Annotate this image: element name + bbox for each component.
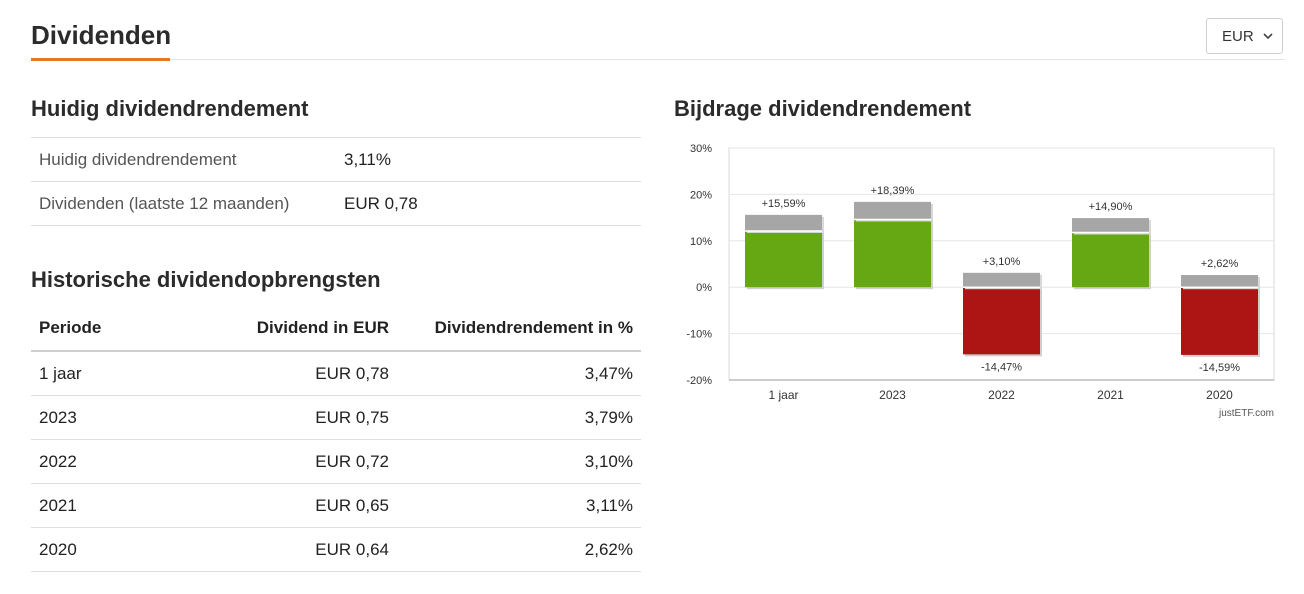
- period-cell: 2022: [31, 439, 197, 484]
- table-row: 2022 EUR 0,72 3,10%: [31, 439, 641, 484]
- period-cell: 2023: [31, 395, 197, 440]
- dividend-cell: EUR 0,78: [197, 351, 397, 396]
- bar-base: [963, 287, 1040, 355]
- header-divider: [31, 59, 1285, 60]
- data-label-top: +18,39%: [871, 185, 915, 197]
- yield-cell: 3,10%: [397, 439, 641, 484]
- bar-dividend: [963, 272, 1040, 288]
- table-header-row: Periode Dividend in EUR Dividendrendemen…: [31, 306, 641, 352]
- table-row: 1 jaar EUR 0,78 3,47%: [31, 351, 641, 396]
- data-label-top: +15,59%: [762, 198, 806, 210]
- column-header-period: Periode: [31, 306, 197, 352]
- bar-dividend: [745, 214, 822, 231]
- currency-select[interactable]: EUR: [1206, 18, 1283, 54]
- history-table: Periode Dividend in EUR Dividendrendemen…: [31, 306, 641, 572]
- header: Dividenden EUR: [0, 0, 1304, 62]
- yield-cell: 3,47%: [397, 351, 641, 396]
- dividend-cell: EUR 0,65: [197, 483, 397, 528]
- yield-cell: 3,11%: [397, 483, 641, 528]
- table-row: 2021 EUR 0,65 3,11%: [31, 483, 641, 528]
- chevron-down-icon: [1263, 33, 1273, 40]
- current-yield-table: Huidig dividendrendement 3,11% Dividende…: [31, 137, 641, 226]
- dividend-contribution-chart: 30% 20% 10% 0% -10% -20% +15,59% 1 jaar +18,39% 2…: [686, 143, 1275, 419]
- y-tick-label: -10%: [686, 329, 712, 341]
- bar-base: [745, 230, 822, 288]
- period-cell: 2020: [31, 527, 197, 572]
- current-yield-value: 3,11%: [344, 150, 391, 169]
- dividends-12m-value: EUR 0,78: [344, 194, 418, 213]
- bar-dividend: [1072, 218, 1149, 233]
- current-yield-row: Huidig dividendrendement 3,11%: [31, 137, 641, 181]
- dividend-cell: EUR 0,64: [197, 527, 397, 572]
- history-title: Historische dividendopbrengsten: [31, 267, 381, 292]
- y-tick-label: 10%: [690, 236, 712, 248]
- column-header-dividend: Dividend in EUR: [197, 306, 397, 352]
- y-tick-label: 0%: [696, 282, 712, 294]
- period-cell: 1 jaar: [31, 351, 197, 396]
- x-tick-label: 2022: [988, 388, 1015, 402]
- period-cell: 2021: [31, 483, 197, 528]
- bar-dividend: [1181, 275, 1258, 288]
- dividends-12m-label: Dividenden (laatste 12 maanden): [39, 194, 290, 213]
- yield-cell: 3,79%: [397, 395, 641, 440]
- page-title: Dividenden: [31, 20, 172, 50]
- y-tick-label: 20%: [690, 189, 712, 201]
- table-row: 2023 EUR 0,75 3,79%: [31, 395, 641, 440]
- x-tick-label: 2020: [1206, 388, 1233, 402]
- x-tick-label: 2021: [1097, 388, 1124, 402]
- data-label-bottom: -14,47%: [981, 361, 1022, 373]
- dividends-12m-row: Dividenden (laatste 12 maanden) EUR 0,78: [31, 181, 641, 226]
- data-label-top: +3,10%: [983, 256, 1021, 268]
- current-yield-label: Huidig dividendrendement: [39, 150, 237, 169]
- dividend-cell: EUR 0,75: [197, 395, 397, 440]
- data-label-bottom: -14,59%: [1199, 362, 1240, 374]
- currency-select-value: EUR: [1222, 27, 1254, 45]
- active-tab-underline: [31, 58, 170, 61]
- bar-base: [1072, 232, 1149, 288]
- bar-base: [854, 219, 931, 288]
- x-tick-label: 1 jaar: [768, 388, 798, 402]
- table-row: 2020 EUR 0,64 2,62%: [31, 527, 641, 572]
- bar-base: [1181, 287, 1258, 355]
- data-label-top: +14,90%: [1089, 201, 1133, 213]
- yield-cell: 2,62%: [397, 527, 641, 572]
- dividend-cell: EUR 0,72: [197, 439, 397, 484]
- current-yield-title: Huidig dividendrendement: [31, 96, 309, 121]
- chart-title: Bijdrage dividendrendement: [674, 96, 972, 121]
- y-tick-label: -20%: [686, 375, 712, 387]
- column-header-yield: Dividendrendement in %: [397, 306, 641, 352]
- data-label-top: +2,62%: [1201, 258, 1239, 270]
- bar-dividend: [854, 201, 931, 220]
- chart-credit: justETF.com: [1218, 408, 1274, 419]
- x-tick-label: 2023: [879, 388, 906, 402]
- y-tick-label: 30%: [690, 143, 712, 155]
